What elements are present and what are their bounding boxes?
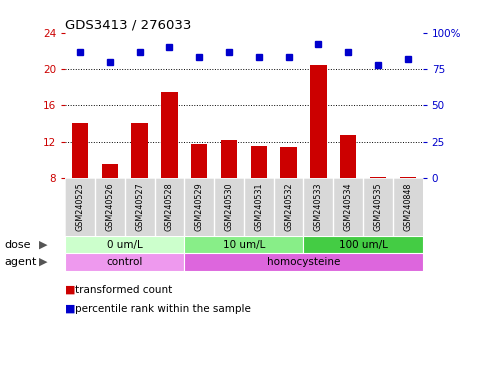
Bar [399,177,416,178]
Text: ■: ■ [65,304,76,314]
Text: 10 um/L: 10 um/L [223,240,265,250]
Text: transformed count: transformed count [75,285,172,295]
Text: GSM240528: GSM240528 [165,182,174,231]
Text: homocysteine: homocysteine [267,257,340,267]
Text: ■: ■ [65,285,76,295]
Bar [340,135,356,178]
Bar [185,236,303,253]
Text: 100 um/L: 100 um/L [339,240,387,250]
Text: control: control [107,257,143,267]
Text: GSM240529: GSM240529 [195,182,204,231]
Bar [72,123,88,178]
Text: ▶: ▶ [39,257,48,267]
Text: GSM240527: GSM240527 [135,182,144,231]
Text: 0 um/L: 0 um/L [107,240,142,250]
Text: GSM240530: GSM240530 [225,182,233,231]
Bar [221,140,237,178]
Text: GSM240531: GSM240531 [255,182,263,231]
Text: GSM240535: GSM240535 [373,182,383,231]
Text: percentile rank within the sample: percentile rank within the sample [75,304,251,314]
Bar [185,253,423,271]
Bar [281,147,297,178]
Text: GSM240526: GSM240526 [105,182,114,231]
Bar [65,253,185,271]
Bar [161,92,178,178]
Text: ▶: ▶ [39,240,48,250]
Text: GSM240525: GSM240525 [76,182,85,231]
Text: GSM240533: GSM240533 [314,182,323,231]
Text: GDS3413 / 276033: GDS3413 / 276033 [65,18,192,31]
Text: GSM240532: GSM240532 [284,182,293,231]
Text: agent: agent [5,257,37,267]
Bar [131,123,148,178]
Bar [310,65,327,178]
Text: GSM240534: GSM240534 [344,182,353,231]
Text: GSM240848: GSM240848 [403,182,412,231]
Bar [303,236,423,253]
Bar [191,144,207,178]
Bar [251,146,267,178]
Text: dose: dose [5,240,31,250]
Bar [102,164,118,178]
Bar [370,177,386,178]
Bar [65,236,185,253]
